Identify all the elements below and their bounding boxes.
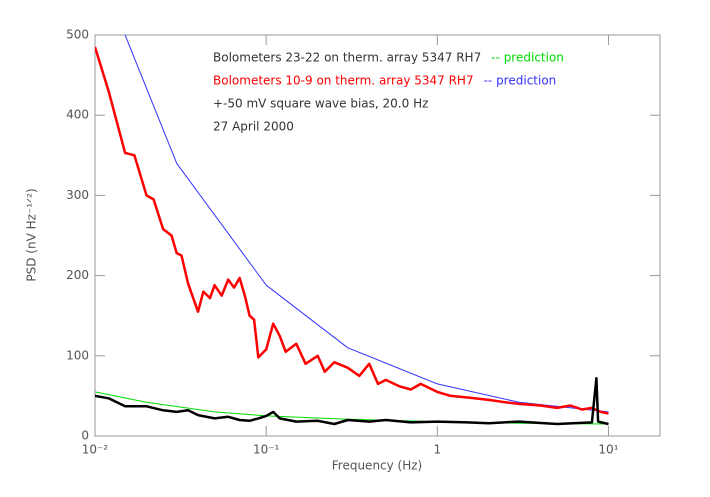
- y-axis-label: PSD (nV Hz⁻¹ᐟ²): [25, 188, 39, 281]
- x-tick-label: 10⁻²: [82, 443, 109, 457]
- x-tick-label: 10⁻¹: [253, 443, 280, 457]
- x-axis-label: Frequency (Hz): [332, 459, 423, 473]
- plot-frame: [94, 34, 661, 437]
- y-tick-label: 100: [66, 348, 89, 362]
- legend-label: -- prediction: [484, 74, 557, 88]
- annotation: 27 April 2000: [213, 120, 294, 134]
- y-tick-label: 500: [66, 28, 89, 42]
- y-tick-label: 300: [66, 188, 89, 202]
- x-tick-label: 1: [433, 443, 441, 457]
- legend-label: Bolometers 10-9 on therm. array 5347 RH7: [213, 74, 474, 88]
- data-line: [95, 377, 609, 426]
- legend-label: -- prediction: [491, 51, 564, 65]
- y-tick-label: 400: [66, 108, 89, 122]
- legend-label: Bolometers 23-22 on therm. array 5347 RH…: [213, 51, 481, 65]
- x-tick-label: 10¹: [598, 443, 618, 457]
- y-tick-label: 200: [66, 268, 89, 282]
- annotation: +-50 mV square wave bias, 20.0 Hz: [213, 97, 428, 111]
- data-line: [95, 46, 609, 415]
- y-tick-label: 0: [81, 429, 89, 443]
- data-line: [124, 35, 609, 413]
